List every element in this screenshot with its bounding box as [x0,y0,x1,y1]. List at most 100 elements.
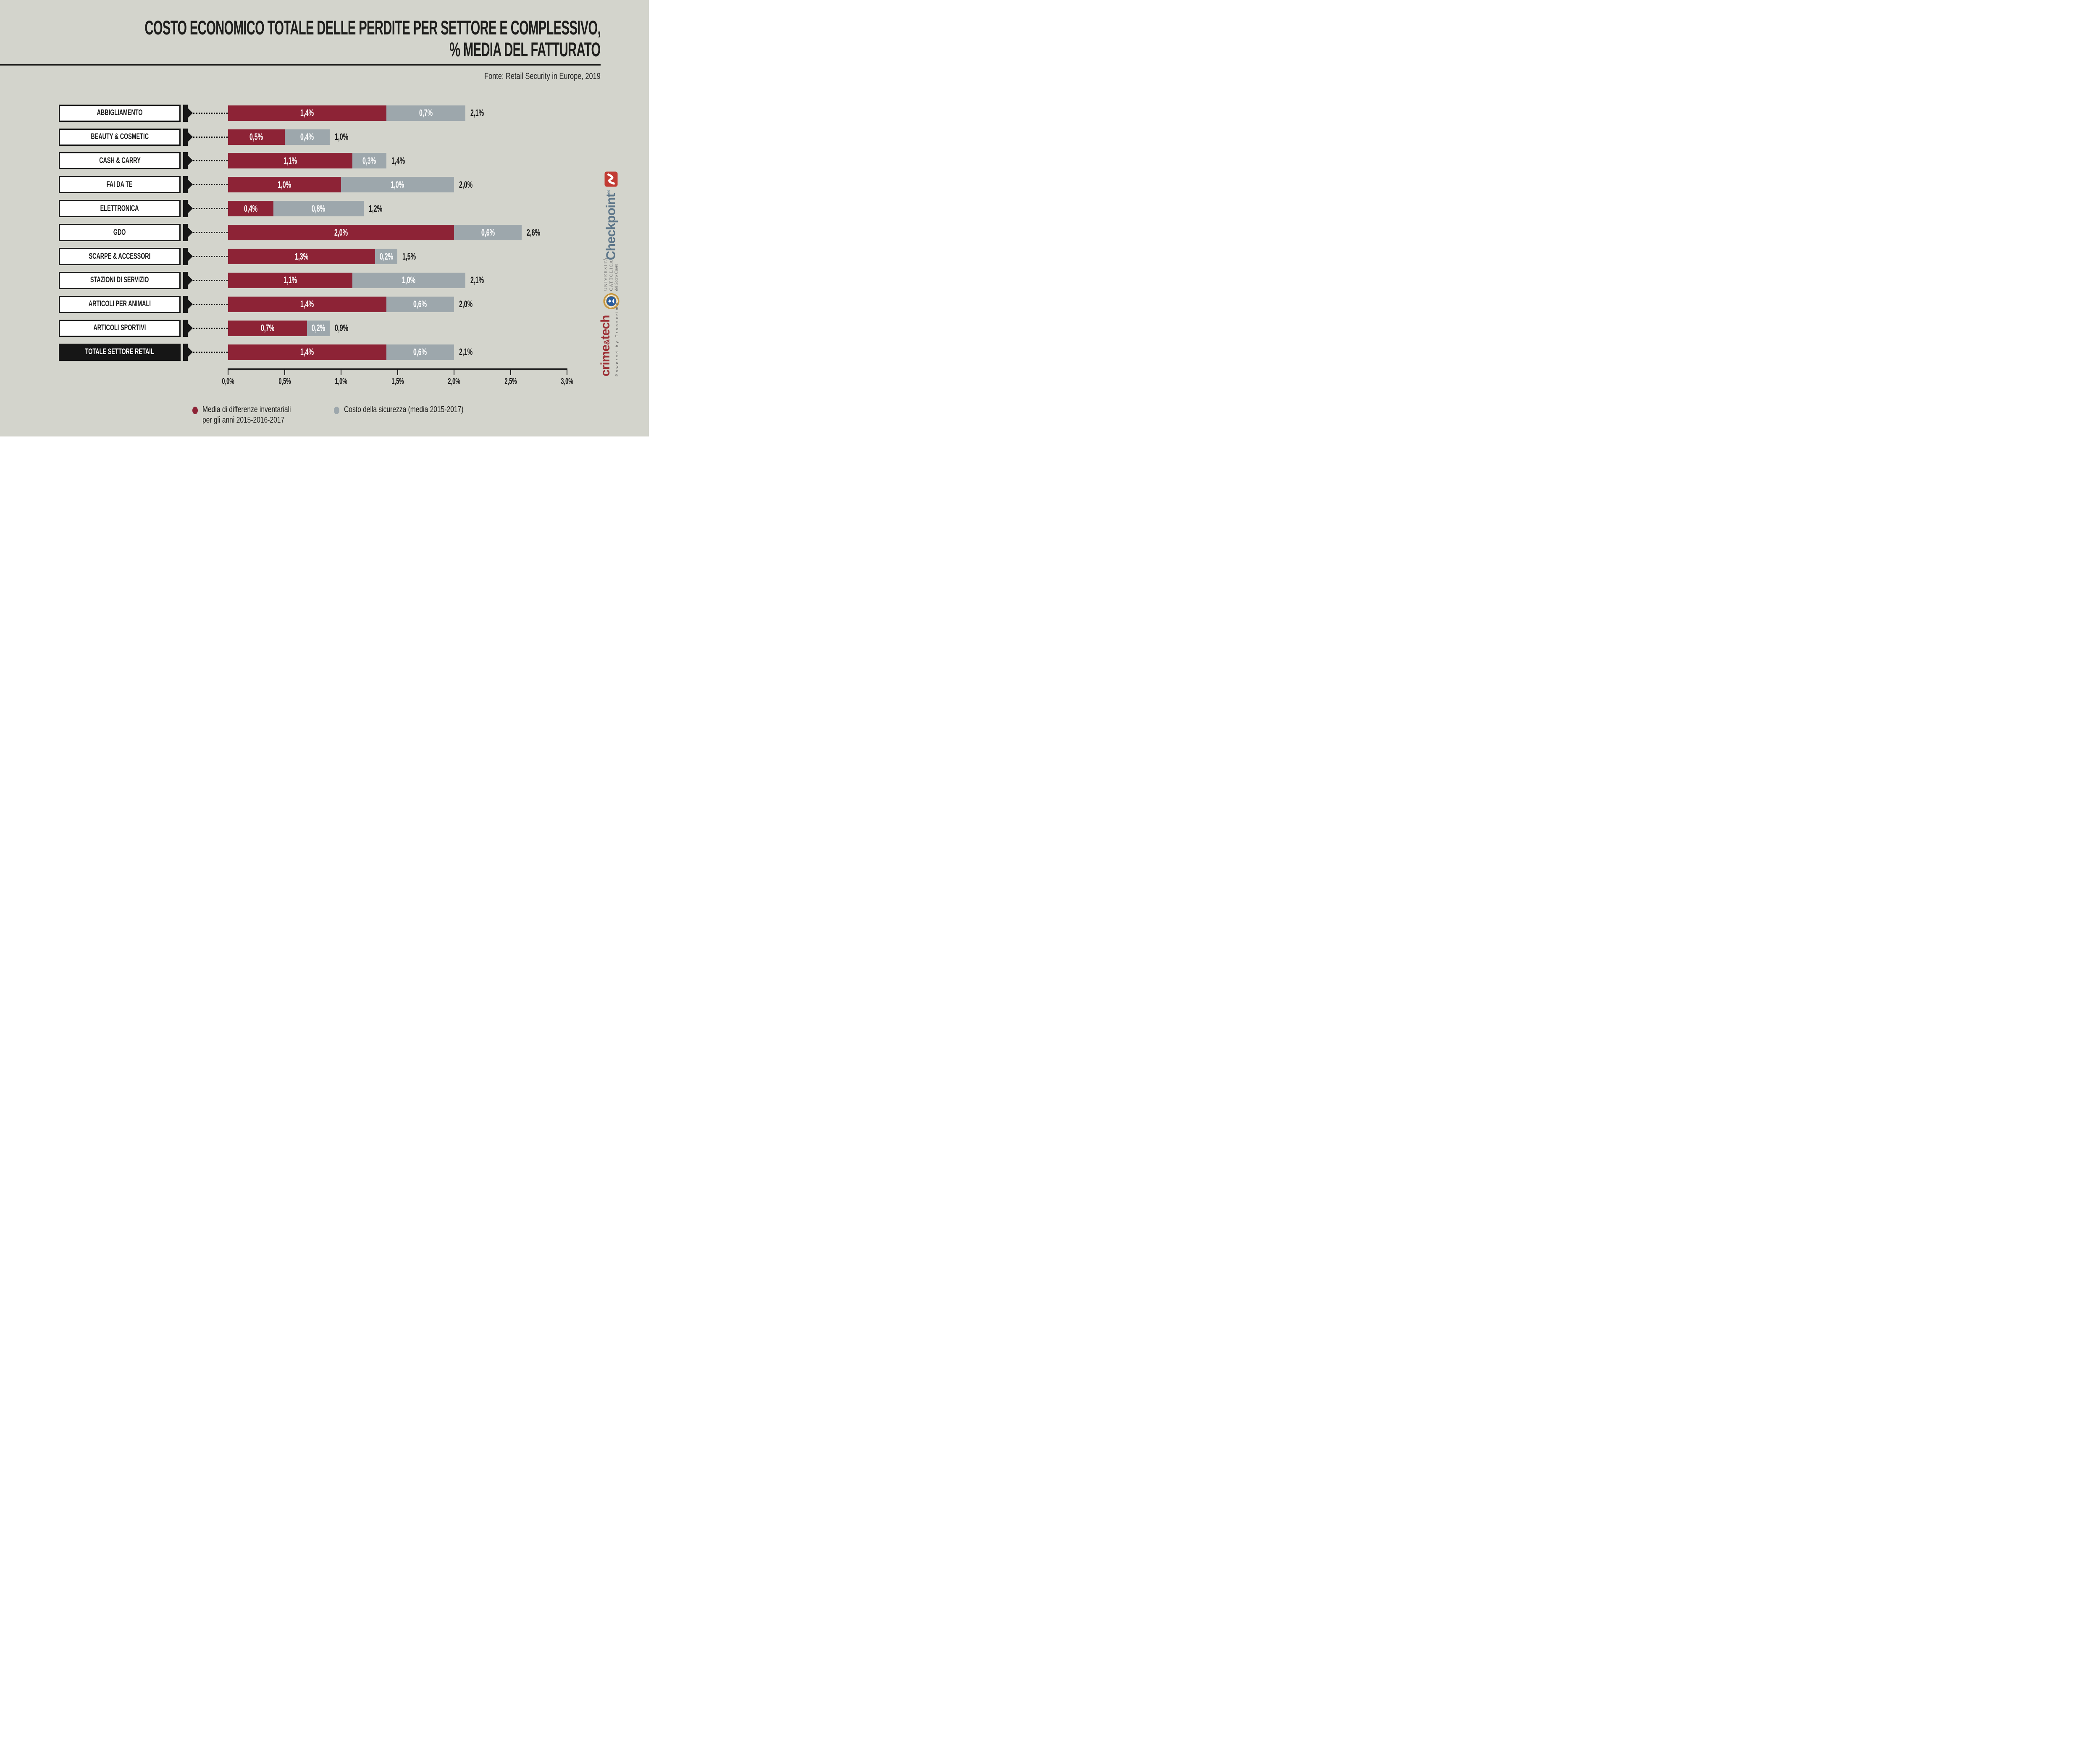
bar-segment-security-cost: 0,3% [352,153,386,169]
stacked-bar: 2,0% 0,6% 2,6% [228,225,548,241]
stacked-bar: 1,3% 0,2% 1,5% [228,249,424,264]
x-axis-tick-label: 1,5% [388,377,407,386]
connector-bar [183,319,188,337]
universita-line3: del Sacro Cuore [614,263,619,291]
chart-row: CASH & CARRY 1,1% 0,3% 1,4% [0,149,649,173]
category-label-box: ABBIGLIAMENTO [59,104,181,122]
category-label: ARTICOLI PER ANIMALI [88,300,151,309]
bar-total-label: 1,0% [335,129,356,145]
connector-bar [183,295,188,313]
bar-total-label: 2,0% [459,297,480,312]
bar-segment-inventory-loss: 0,7% [228,320,307,336]
bar-segment-security-cost: 0,2% [375,249,398,264]
chart-title-line2: % MEDIA DEL FATTURATO [449,38,601,60]
connector-dotted-line [193,232,228,234]
bar-segment-security-cost: 0,6% [454,225,522,241]
universita-cattolica-text: UNIVERSITÀ CATTOLICA del Sacro Cuore [604,257,620,291]
category-label: GDO [113,228,126,237]
connector-dotted-line [193,136,228,138]
connector-bar [183,128,188,146]
legend-item-line: Costo della sicurezza (media 2015-2017) [344,405,464,414]
registered-mark: ® [606,190,612,194]
bar-total-label: 2,1% [470,105,491,121]
stacked-bar: 1,4% 0,7% 2,1% [228,105,491,121]
chart-row: ARTICOLI PER ANIMALI 1,4% 0,6% 2,0% [0,292,649,316]
bar-segment-security-cost: 0,7% [386,105,465,121]
x-axis-tick [284,368,285,375]
chart-row: TOTALE SETTORE RETAIL 1,4% 0,6% 2,1% [0,340,649,364]
bar-total-value: 1,4% [391,155,405,166]
bar-total-label: 0,9% [335,321,356,336]
bar-segment-inventory-loss: 1,1% [228,153,352,169]
bar-total-label: 1,2% [369,201,390,216]
connector-bar [183,176,188,194]
connector-arrow-icon [188,275,193,285]
category-label-box: STAZIONI DI SERVIZIO [59,271,181,289]
stacked-bar: 1,1% 0,3% 1,4% [228,153,412,169]
bar-segment-inventory-loss: 1,0% [228,177,341,193]
bar-segment-value: 0,7% [419,108,433,118]
bar-segment-value: 0,7% [261,323,275,334]
legend-item-label: Media di differenze inventariali per gli … [202,405,316,426]
legend-dot-security [334,407,339,414]
chart-row: BEAUTY & COSMETIC 0,5% 0,4% 1,0% [0,125,649,149]
connector-bar [183,343,188,361]
connector-arrow-icon [188,131,193,142]
connector-dotted-line [193,351,228,353]
x-axis-tick-text: 0,5% [278,377,291,386]
connector-bar [183,271,188,289]
chart-row: GDO 2,0% 0,6% 2,6% [0,221,649,244]
bar-segment-value: 1,4% [300,347,314,358]
x-axis-tick-label: 3,0% [557,377,577,386]
bar-total-value: 2,1% [459,347,473,358]
bar-segment-value: 1,1% [283,155,297,166]
bar-total-value: 2,0% [459,299,473,310]
legend-item-label: Costo della sicurezza (media 2015-2017) [344,405,497,415]
category-label-box: GDO [59,224,181,242]
bar-total-label: 2,1% [459,344,480,360]
connector-dotted-line [193,112,228,114]
chart-row: ABBIGLIAMENTO 1,4% 0,7% 2,1% [0,101,649,125]
chart-canvas: COSTO ECONOMICO TOTALE DELLE PERDITE PER… [0,0,649,436]
stacked-bar: 0,5% 0,4% 1,0% [228,129,356,145]
checkpoint-logo-text: Checkpoint® [603,190,618,260]
category-label-box: TOTALE SETTORE RETAIL [59,343,181,361]
bar-segment-inventory-loss: 1,4% [228,344,386,360]
universita-cattolica-logo: UNIVERSITAS CATHOLICA SACRI CORDIS JESU … [601,257,622,310]
category-label-box: ARTICOLI SPORTIVI [59,319,181,337]
connector-bar [183,104,188,122]
chart-title: COSTO ECONOMICO TOTALE DELLE PERDITE PER… [0,17,601,60]
bar-segment-value: 1,0% [391,179,404,190]
x-axis-tick-text: 3,0% [561,377,573,386]
category-label: BEAUTY & COSMETIC [91,132,149,141]
category-label: CASH & CARRY [99,156,141,165]
chart-title-line1: COSTO ECONOMICO TOTALE DELLE PERDITE PER… [144,16,601,39]
bar-total-value: 1,0% [335,131,349,142]
bar-total-label: 2,6% [527,225,548,240]
connector-dotted-line [193,303,228,305]
category-label: STAZIONI DI SERVIZIO [90,276,149,285]
x-axis-tick-label: 2,0% [444,377,464,386]
x-axis-tick-text: 0,0% [222,377,234,386]
bar-segment-value: 0,6% [413,347,427,358]
connector-arrow-icon [188,347,193,357]
x-axis-tick-text: 1,0% [335,377,347,386]
checkpoint-logo: Checkpoint® [602,171,620,262]
bar-segment-inventory-loss: 1,3% [228,249,375,264]
bar-total-value: 1,5% [402,251,416,262]
category-label-box: FAI DA TE [59,176,181,194]
bar-segment-security-cost: 1,0% [341,177,454,193]
crimetech-logo-text: crime&tech [598,315,612,376]
bar-segment-value: 0,5% [249,131,263,142]
bar-total-value: 2,6% [527,227,541,238]
bar-total-value: 2,1% [470,108,484,118]
connector-arrow-icon [188,155,193,166]
connector-bar [183,248,188,265]
x-axis-tick-text: 2,0% [448,377,460,386]
bar-segment-value: 0,6% [481,227,495,238]
bar-segment-value: 0,2% [379,251,393,262]
stacked-bar: 1,4% 0,6% 2,0% [228,296,480,312]
stacked-bar: 1,4% 0,6% 2,1% [228,344,480,360]
connector-dotted-line [193,208,228,210]
bar-total-value: 0,9% [335,323,349,334]
